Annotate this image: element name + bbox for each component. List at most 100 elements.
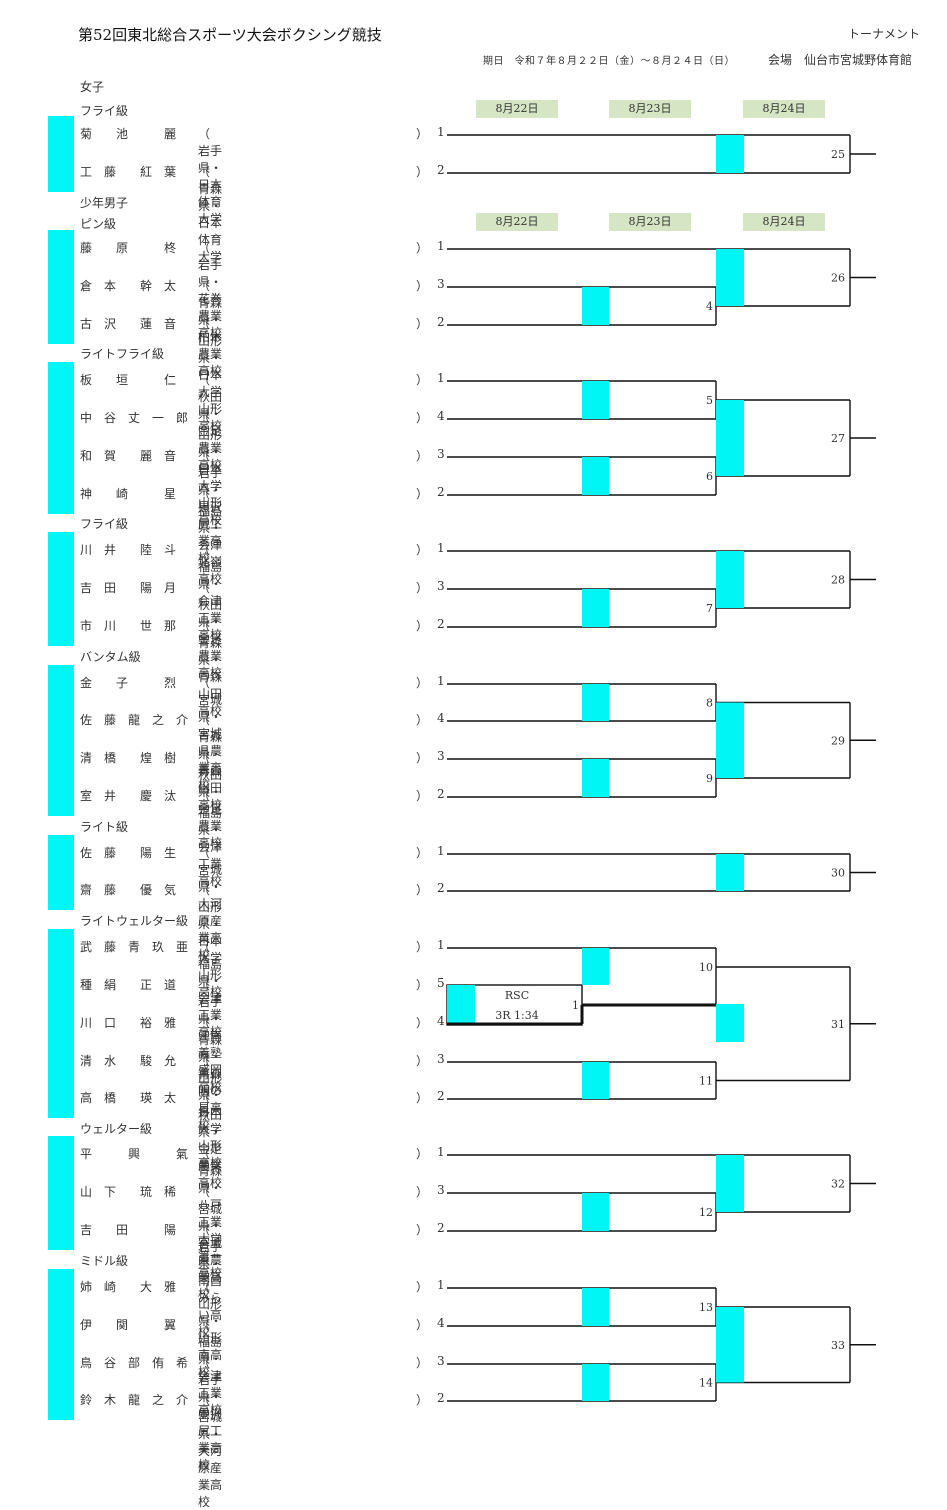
boxer-name: 高 橋 瑛 太 bbox=[80, 1091, 177, 1105]
draw-number: 3 bbox=[437, 1183, 445, 1197]
match-marker bbox=[716, 135, 744, 173]
boxer-name: 平 興 氣 bbox=[80, 1147, 189, 1161]
match-number: 13 bbox=[699, 1301, 713, 1314]
boxer-affiliation: （ 秋田県・金足農業高校 bbox=[198, 1091, 223, 1190]
division-color-bar bbox=[48, 116, 74, 192]
affiliation-close: ） bbox=[416, 751, 429, 765]
match-marker bbox=[716, 1155, 744, 1212]
match-number: 11 bbox=[699, 1075, 713, 1088]
draw-number: 2 bbox=[437, 1221, 445, 1235]
boxer-name: 鈴 木 龍 之 介 bbox=[80, 1393, 189, 1407]
event-venue: 会場 仙台市宮城野体育館 bbox=[768, 53, 913, 67]
weight-class-label: フライ級 bbox=[80, 104, 129, 118]
affiliation-close: ） bbox=[416, 373, 429, 387]
match-marker bbox=[716, 1307, 744, 1383]
affiliation-close: ） bbox=[416, 411, 429, 425]
date-badge: 8月24日 bbox=[743, 213, 825, 231]
match-marker bbox=[582, 457, 609, 495]
draw-number: 2 bbox=[437, 617, 445, 631]
draw-number: 4 bbox=[437, 1014, 445, 1028]
match-number: 6 bbox=[706, 470, 713, 483]
match-number: 1 bbox=[572, 999, 579, 1012]
draw-number: 1 bbox=[437, 674, 445, 688]
match-number: 27 bbox=[831, 432, 845, 445]
date-badge: 8月24日 bbox=[743, 100, 825, 118]
boxer-name: 川 井 陸 斗 bbox=[80, 543, 177, 557]
weight-class-label: ライトフライ級 bbox=[80, 347, 165, 361]
draw-number: 3 bbox=[437, 1354, 445, 1368]
affiliation-close: ） bbox=[416, 317, 429, 331]
boxer-affiliation: （ 山形県・日本大学山形高校 bbox=[198, 1054, 223, 1170]
draw-number: 2 bbox=[437, 1089, 445, 1103]
affiliation-close: ） bbox=[416, 1016, 429, 1030]
draw-number: 3 bbox=[437, 447, 445, 461]
division-color-bar bbox=[48, 532, 74, 646]
match-number: 30 bbox=[831, 867, 845, 880]
match-number: 29 bbox=[831, 734, 845, 747]
match-number: 7 bbox=[706, 602, 713, 615]
boxer-name: 伊 関 翼 bbox=[80, 1318, 177, 1332]
boxer-affiliation: （ 福島県・会津工業高校 bbox=[198, 940, 223, 1039]
boxer-name: 種 絹 正 道 bbox=[80, 978, 177, 992]
date-badge: 8月22日 bbox=[476, 100, 558, 118]
match-marker bbox=[582, 1062, 609, 1099]
affiliation-close: ） bbox=[416, 1147, 429, 1161]
affiliation-close: ） bbox=[416, 1223, 429, 1237]
section-label: 少年男子 bbox=[80, 196, 129, 210]
boxer-affiliation: （ 岩手県・花巻農業高校 bbox=[198, 241, 223, 340]
boxer-affiliation: （ 青森県・八戸工業大学第一高校 bbox=[198, 1147, 223, 1280]
match-marker bbox=[716, 702, 744, 778]
boxer-name: 武 藤 青 玖 亜 bbox=[80, 940, 189, 954]
boxer-name: 川 口 裕 雅 bbox=[80, 1016, 177, 1030]
match-marker bbox=[582, 287, 609, 325]
draw-number: 4 bbox=[437, 711, 445, 725]
draw-number: 1 bbox=[437, 844, 445, 858]
affiliation-close: ） bbox=[416, 1054, 429, 1068]
boxer-affiliation: （ 福島県・会津北嶺高校 bbox=[198, 487, 223, 586]
match-number: 14 bbox=[699, 1377, 713, 1390]
match-marker bbox=[716, 854, 744, 891]
draw-number: 2 bbox=[437, 163, 445, 177]
weight-class-label: フライ級 bbox=[80, 517, 129, 531]
draw-number: 1 bbox=[437, 371, 445, 385]
boxer-affiliation: （ 秋田県・金足農業高校 bbox=[198, 581, 223, 680]
date-badge: 8月23日 bbox=[609, 213, 691, 231]
boxer-affiliation: （ 岩手県・南昌みらい高校 bbox=[198, 1223, 223, 1339]
boxer-name: 山 下 琉 稀 bbox=[80, 1185, 177, 1199]
division-color-bar bbox=[48, 835, 74, 910]
boxer-name: 清 橋 煌 樹 bbox=[80, 751, 177, 765]
boxer-affiliation: （ 青森県・柏木農業高校 bbox=[198, 279, 223, 378]
boxer-name: 菊 池 麗 bbox=[80, 127, 177, 141]
affiliation-close: ） bbox=[416, 676, 429, 690]
match-number: 32 bbox=[831, 1178, 845, 1191]
match-marker bbox=[582, 381, 609, 419]
boxer-affiliation: （ 福島県・会津工業高校 bbox=[198, 1318, 223, 1417]
boxer-affiliation: （ 福島県・会津工業高校 bbox=[198, 543, 223, 642]
weight-class-label: ウェルター級 bbox=[80, 1122, 153, 1136]
boxer-affiliation: （ 宮城県・宮城県農業高校 bbox=[198, 676, 223, 792]
event-period: 期日 令和７年８月２２日（金）～８月２４日（日） bbox=[483, 56, 735, 67]
draw-number: 2 bbox=[437, 1391, 445, 1405]
draw-number: 2 bbox=[437, 485, 445, 499]
match-number: 31 bbox=[831, 1018, 845, 1031]
match-number: 8 bbox=[706, 697, 713, 710]
division-color-bar bbox=[48, 362, 74, 514]
boxer-name: 佐 藤 陽 生 bbox=[80, 846, 177, 860]
match-number: 26 bbox=[831, 272, 845, 285]
affiliation-close: ） bbox=[416, 1185, 429, 1199]
boxer-name: 齋 藤 優 気 bbox=[80, 883, 177, 897]
affiliation-close: ） bbox=[416, 1318, 429, 1332]
draw-number: 4 bbox=[437, 1316, 445, 1330]
draw-number: 5 bbox=[437, 976, 445, 990]
affiliation-close: ） bbox=[416, 1356, 429, 1370]
boxer-name: 中 谷 丈 一 郎 bbox=[80, 411, 189, 425]
affiliation-close: ） bbox=[416, 940, 429, 954]
draw-number: 4 bbox=[437, 409, 445, 423]
boxer-affiliation: （ 青森県・青森山田高校 bbox=[198, 713, 223, 812]
boxer-affiliation: （ 福島県・会津工業高校 bbox=[198, 789, 223, 888]
match-marker bbox=[582, 1193, 609, 1231]
affiliation-close: ） bbox=[416, 279, 429, 293]
match-marker bbox=[582, 684, 609, 721]
match-marker bbox=[582, 759, 609, 797]
boxer-affiliation: （ 秋田県・金足農業高校 bbox=[198, 751, 223, 850]
